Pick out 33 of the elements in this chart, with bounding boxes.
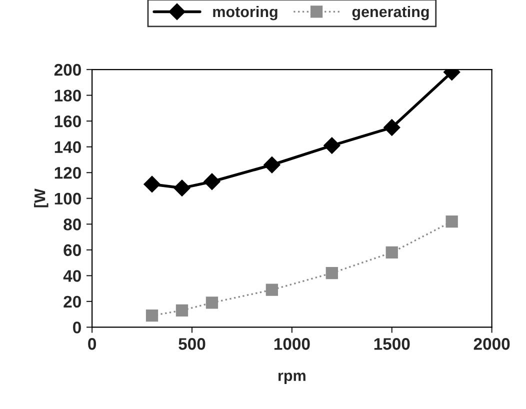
y-tick-label: 20 <box>64 296 81 308</box>
y-tick-label: 180 <box>54 90 81 102</box>
y-tick-label: 140 <box>54 141 81 154</box>
x-tick-label: 1000 <box>274 338 310 350</box>
y-tick-label: 40 <box>63 270 81 282</box>
legend-label: motoring <box>213 6 278 20</box>
point <box>266 284 278 296</box>
x-tick-label: 0 <box>88 338 96 350</box>
y-tick-label: 0 <box>73 322 81 334</box>
point <box>446 215 458 228</box>
x-axis-title: rpm <box>278 372 306 384</box>
y-tick-label: 100 <box>54 192 81 205</box>
legend-label: generating <box>352 6 429 20</box>
y-tick-label: 200 <box>54 64 81 76</box>
y-tick-label: 80 <box>64 218 81 230</box>
x-tick-label: 1500 <box>374 338 410 350</box>
point <box>386 246 398 259</box>
point <box>174 180 190 196</box>
point <box>144 176 160 193</box>
y-tick-label: 160 <box>54 115 81 128</box>
point <box>264 156 280 174</box>
y-axis-title: [W <box>34 188 48 208</box>
point <box>176 304 188 317</box>
point <box>204 173 220 190</box>
point <box>206 296 218 309</box>
point <box>324 137 340 154</box>
point <box>326 267 338 280</box>
y-tick-label: 60 <box>64 244 81 256</box>
x-tick-label: 2000 <box>474 338 510 350</box>
point <box>383 119 400 136</box>
point <box>146 310 158 322</box>
y-tick-label: 120 <box>54 167 81 179</box>
x-tick-label: 500 <box>178 338 206 350</box>
